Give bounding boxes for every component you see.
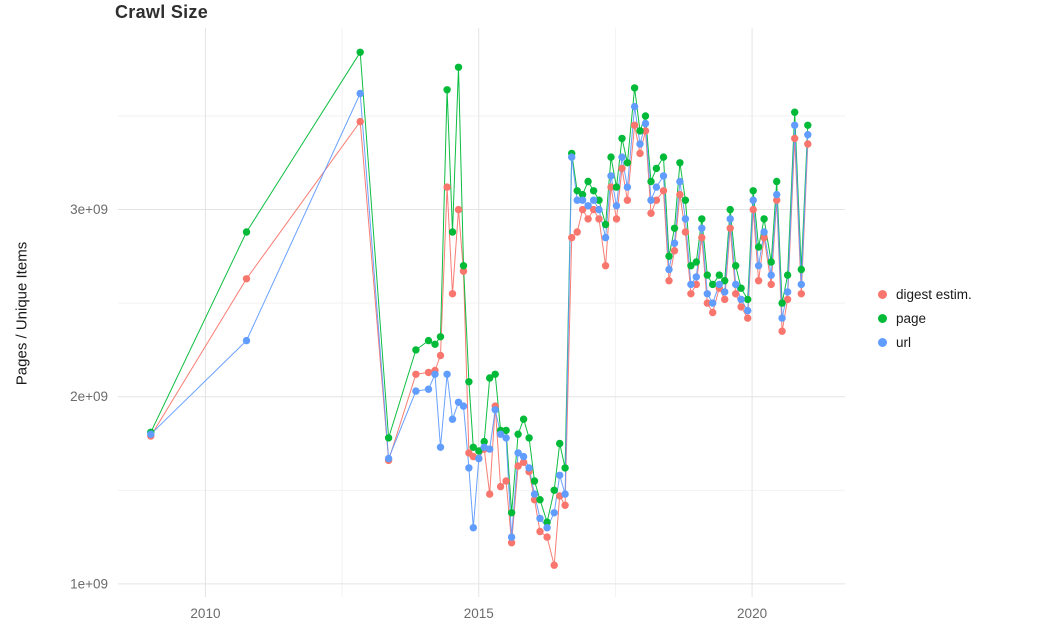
x-tick-label: 2010: [190, 606, 220, 621]
legend-label-url: url: [896, 335, 912, 350]
legend-dot-digest-estim-icon: [878, 290, 887, 299]
legend-item-page: page: [878, 310, 972, 327]
series-line-page: [150, 51, 809, 523]
gridlines-minor: [118, 28, 845, 597]
legend-label-digest-estim: digest estim.: [896, 287, 972, 302]
y-tick-label: 2e+09: [70, 389, 108, 404]
legend-item-digest-estim: digest estim.: [878, 286, 972, 303]
legend-dot-page-icon: [878, 314, 887, 323]
chart-title: Crawl Size: [115, 2, 209, 22]
gridlines-major: [118, 28, 845, 597]
series-points-url: [147, 89, 812, 541]
y-tick-label: 3e+09: [70, 202, 108, 217]
axis-tick-labels: 1e+09 2e+09 3e+09 2010 2015 2020: [70, 202, 767, 621]
x-tick-label: 2020: [737, 606, 767, 621]
legend-label-page: page: [896, 311, 927, 326]
series-line-url: [150, 93, 809, 538]
legend-item-url: url: [878, 334, 972, 351]
series-points-page: [147, 48, 812, 526]
legend: digest estim. page url: [878, 286, 972, 351]
series-line-digest-estim: [150, 121, 809, 566]
y-tick-label: 1e+09: [70, 576, 108, 591]
x-tick-label: 2015: [464, 606, 494, 621]
legend-dot-url-icon: [878, 338, 887, 347]
